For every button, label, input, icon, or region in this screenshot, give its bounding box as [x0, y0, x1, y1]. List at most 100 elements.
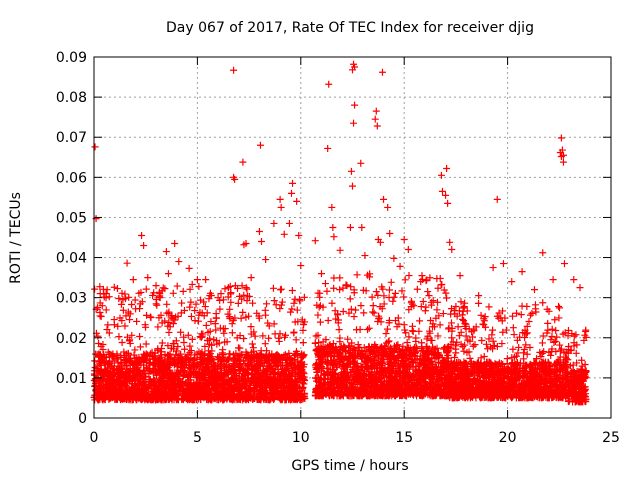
data-point — [133, 317, 141, 325]
data-point — [221, 285, 229, 293]
data-point — [177, 328, 185, 336]
data-point — [141, 321, 149, 329]
data-point — [91, 357, 99, 365]
data-point — [293, 306, 301, 314]
data-point — [298, 316, 306, 324]
data-point — [204, 328, 212, 336]
data-point — [114, 322, 122, 330]
data-point — [201, 303, 209, 311]
data-point — [187, 298, 195, 306]
data-point — [200, 298, 208, 306]
data-point — [251, 332, 259, 340]
data-point — [288, 287, 296, 295]
data-point — [136, 343, 144, 351]
data-point — [299, 326, 307, 334]
data-point — [276, 305, 284, 313]
data-point — [242, 284, 250, 292]
data-point — [154, 323, 162, 331]
data-point — [231, 370, 239, 378]
data-point — [117, 360, 125, 368]
data-point — [247, 323, 255, 331]
data-point — [202, 321, 210, 329]
data-point — [186, 303, 194, 311]
data-point — [299, 339, 307, 347]
data-point — [113, 285, 121, 293]
data-marks — [90, 60, 590, 406]
data-point — [164, 366, 172, 374]
data-point — [255, 312, 263, 320]
data-point — [212, 326, 220, 334]
data-point — [276, 330, 284, 338]
data-point — [239, 308, 247, 316]
data-point — [195, 283, 203, 291]
data-point — [265, 334, 273, 342]
data-point — [128, 331, 136, 339]
data-point — [272, 363, 280, 371]
data-point — [236, 344, 244, 352]
data-point — [184, 331, 192, 339]
data-point — [217, 290, 225, 298]
data-point — [178, 299, 186, 307]
data-point — [177, 309, 185, 317]
data-point — [210, 359, 218, 367]
data-point — [282, 331, 290, 339]
data-point — [136, 300, 144, 308]
data-point — [119, 306, 127, 314]
data-point — [128, 301, 136, 309]
data-point — [181, 345, 189, 353]
data-point — [180, 333, 188, 341]
data-point — [91, 285, 99, 293]
data-point — [186, 342, 194, 350]
data-point — [187, 312, 195, 320]
data-point — [191, 306, 199, 314]
data-point — [91, 363, 99, 371]
data-point — [142, 340, 150, 348]
data-point — [288, 305, 296, 313]
data-point — [94, 304, 102, 312]
data-point — [118, 289, 126, 297]
data-point — [118, 317, 126, 325]
data-point — [231, 282, 239, 290]
data-point — [263, 300, 271, 308]
data-point — [119, 296, 127, 304]
data-point — [165, 328, 173, 336]
data-point — [234, 299, 242, 307]
data-point — [169, 289, 177, 297]
data-point — [225, 350, 233, 358]
data-point — [96, 283, 104, 291]
data-point — [166, 361, 174, 369]
data-point — [136, 332, 144, 340]
data-point — [275, 337, 283, 345]
data-point — [143, 311, 151, 319]
data-point — [174, 343, 182, 351]
data-point — [96, 352, 104, 360]
data-point — [216, 305, 224, 313]
data-point — [201, 342, 209, 350]
data-point — [290, 299, 298, 307]
data-point — [188, 335, 196, 343]
data-point — [233, 359, 241, 367]
data-point — [127, 358, 135, 366]
data-point — [270, 320, 278, 328]
data-point — [173, 347, 181, 355]
data-point — [292, 336, 300, 344]
data-point — [126, 316, 134, 324]
data-point — [169, 315, 177, 323]
data-point — [215, 339, 223, 347]
data-point — [248, 349, 256, 357]
data-point — [166, 323, 174, 331]
data-point — [225, 313, 233, 321]
data-point — [142, 285, 150, 293]
data-point — [154, 378, 162, 386]
data-point — [131, 296, 139, 304]
data-point — [173, 282, 181, 290]
data-point — [210, 336, 218, 344]
data-point — [291, 318, 299, 326]
data-point — [122, 312, 130, 320]
data-point — [300, 293, 308, 301]
data-point — [152, 300, 160, 308]
data-point — [118, 338, 126, 346]
data-point — [238, 282, 246, 290]
data-point — [104, 321, 112, 329]
